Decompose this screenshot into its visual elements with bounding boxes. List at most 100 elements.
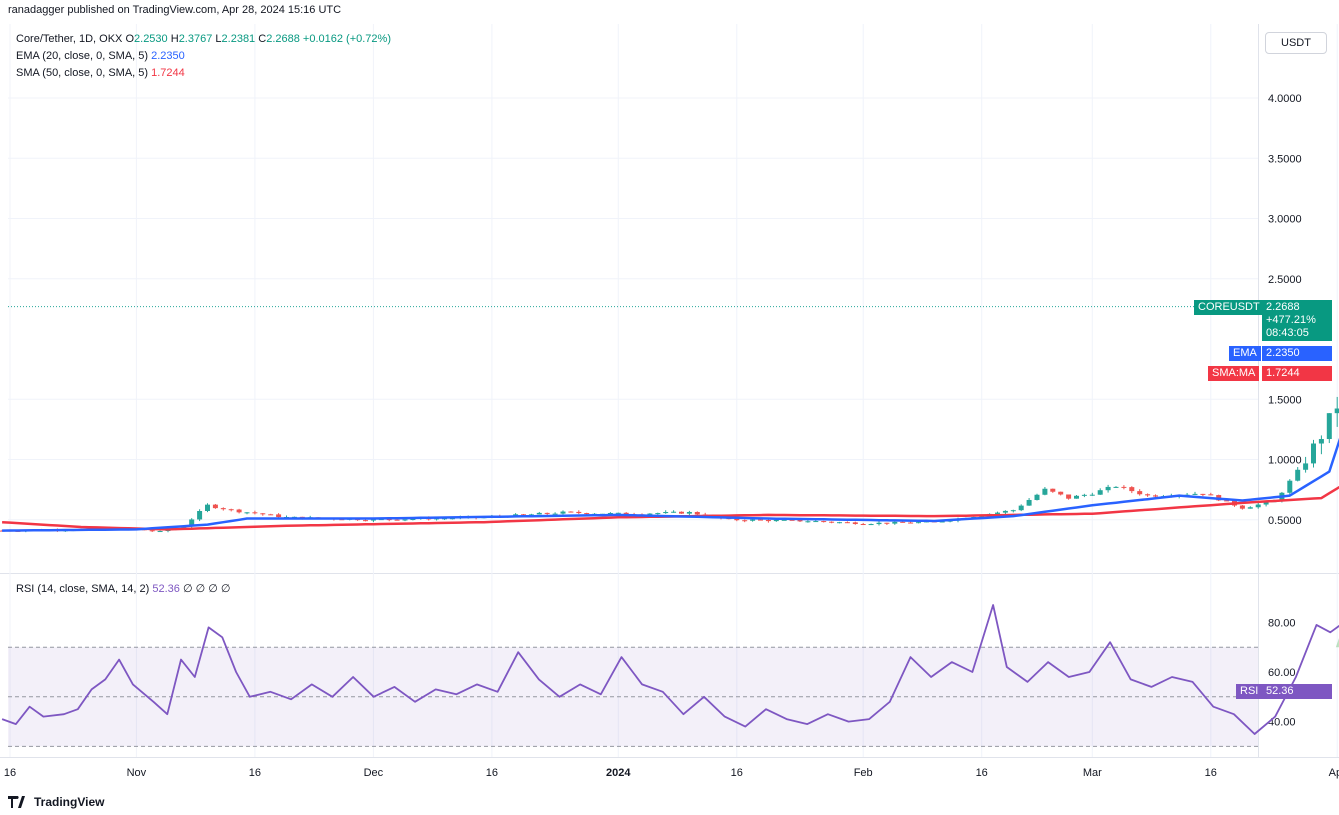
- candle-body: [521, 514, 526, 516]
- y-tick-label: 4.0000: [1268, 93, 1302, 105]
- candle-body: [615, 512, 621, 514]
- candle-body: [1034, 494, 1040, 500]
- candle-body: [1239, 505, 1245, 509]
- symbol-tag: COREUSDT: [1194, 300, 1264, 315]
- legend-l-label: L: [215, 33, 222, 45]
- candle-body: [1295, 469, 1301, 481]
- legend-sma-value: 1.7244: [151, 67, 185, 79]
- candle-body: [671, 511, 677, 513]
- candle-body: [813, 521, 819, 523]
- candle-body: [1192, 493, 1198, 495]
- candle-body: [386, 519, 392, 521]
- candle-body: [220, 508, 226, 510]
- legend-open: 2.2530: [134, 33, 168, 45]
- ema-value-tag: 2.2350: [1262, 346, 1332, 361]
- candle-body: [568, 511, 574, 513]
- candle-body: [1129, 487, 1135, 492]
- candle-body: [1326, 413, 1332, 440]
- legend-rsi-label: RSI (14, close, SMA, 14, 2): [16, 583, 150, 595]
- candle-body: [686, 511, 692, 514]
- candle-body: [212, 504, 218, 509]
- candle-body: [821, 521, 827, 523]
- candle-body: [228, 509, 234, 511]
- candle-body: [829, 521, 835, 523]
- candle-body: [773, 519, 779, 522]
- x-tick-label: 16: [731, 767, 743, 779]
- candle-body: [647, 513, 653, 515]
- y-tick-label: 2.5000: [1268, 274, 1302, 286]
- candle-body: [663, 512, 669, 514]
- x-tick-label: Apr: [1329, 767, 1339, 779]
- x-tick-label: 16: [1205, 767, 1217, 779]
- rsi-y-tick-label: 40.00: [1268, 717, 1296, 729]
- candle-body: [995, 512, 1000, 514]
- legend-c-label: C: [258, 33, 267, 45]
- candle-body: [765, 520, 771, 522]
- candle-body: [442, 518, 447, 520]
- legend-high: 2.3767: [178, 33, 213, 45]
- candle-body: [884, 522, 890, 524]
- candle-body: [694, 511, 700, 515]
- price-tag-countdown: 08:43:05: [1266, 327, 1309, 339]
- candle-body: [1050, 488, 1056, 492]
- candle-body: [197, 511, 203, 520]
- rsi-legend: RSI (14, close, SMA, 14, 2) 52.36 ∅ ∅ ∅ …: [16, 581, 230, 598]
- candle-body: [860, 524, 866, 526]
- candle-body: [260, 513, 266, 515]
- legend-o-label: O: [125, 33, 135, 45]
- rsi-y-tick-label: 80.00: [1268, 617, 1296, 629]
- candle-body: [939, 521, 945, 523]
- legend-sma-label: SMA (50, close, 0, SMA, 5): [16, 67, 149, 79]
- rsi-line: [1, 604, 1339, 735]
- candle-body: [236, 509, 242, 513]
- candle-body: [1097, 490, 1103, 495]
- legend-rsi-extra: ∅ ∅ ∅ ∅: [182, 583, 231, 595]
- candle-body: [1089, 494, 1095, 496]
- candle-body: [410, 519, 416, 521]
- x-tick-label: 2024: [606, 767, 631, 779]
- candle-body: [781, 519, 787, 521]
- sma-value-tag: 1.7244: [1262, 366, 1332, 381]
- candle-body: [370, 519, 376, 521]
- x-tick-label: 16: [486, 767, 498, 779]
- candle-body: [1113, 486, 1119, 488]
- sma-line: [2, 485, 1339, 531]
- candle-body: [1026, 499, 1032, 506]
- currency-unit-button[interactable]: USDT: [1265, 32, 1327, 54]
- candle-body: [734, 518, 740, 521]
- candle-body: [1121, 486, 1127, 488]
- candle-body: [363, 520, 368, 522]
- candle-body: [544, 512, 550, 514]
- y-tick-label: 0.5000: [1268, 515, 1302, 527]
- ema-name-tag: EMA: [1229, 346, 1261, 361]
- rsi-y-tick-label: 60.00: [1268, 667, 1296, 679]
- candle-body: [1303, 463, 1309, 470]
- x-tick-label: Mar: [1083, 767, 1102, 779]
- footer-brand[interactable]: TradingView: [8, 795, 104, 809]
- tradingview-logo-icon: [8, 796, 25, 808]
- candle-body: [758, 519, 763, 521]
- candle-body: [584, 513, 590, 515]
- candle-body: [844, 522, 850, 524]
- candle-body: [1224, 500, 1230, 502]
- candle-body: [750, 519, 756, 521]
- candle-body: [560, 511, 566, 514]
- candle-body: [576, 511, 582, 514]
- candle-body: [797, 519, 803, 522]
- x-tick-label: Nov: [127, 767, 147, 779]
- candle-body: [1263, 501, 1269, 505]
- candle-body: [900, 521, 906, 523]
- candles-group: [0, 396, 1339, 533]
- legend-symbol: Core/Tether, 1D, OKX: [16, 33, 123, 45]
- x-tick-label: 16: [4, 767, 16, 779]
- candle-body: [402, 519, 408, 521]
- candle-body: [908, 522, 914, 524]
- candle-body: [205, 504, 210, 512]
- legend-low: 2.2381: [221, 33, 256, 45]
- x-tick-label: 16: [976, 767, 988, 779]
- footer-brand-text: TradingView: [34, 795, 105, 809]
- candle-body: [607, 512, 613, 514]
- candle-body: [1042, 488, 1048, 495]
- candle-body: [876, 522, 882, 525]
